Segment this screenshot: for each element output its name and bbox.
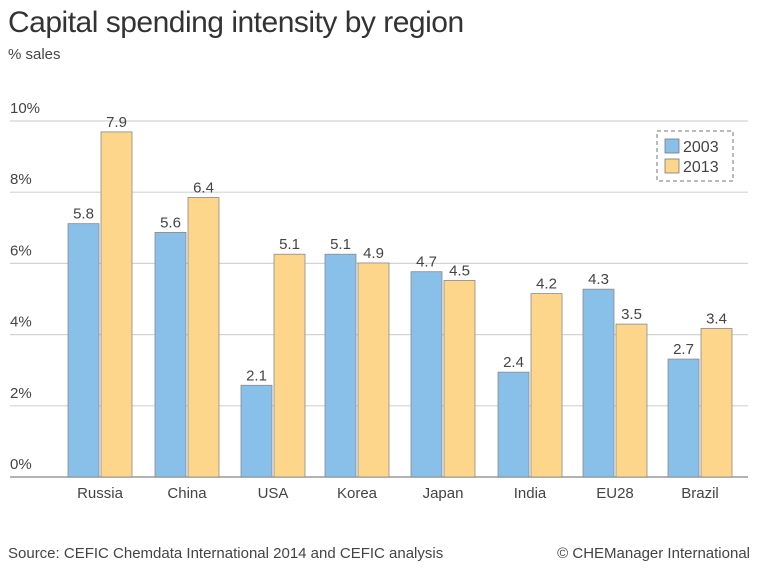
y-tick-label: 6%: [10, 242, 32, 259]
bar-2003-china: [154, 231, 187, 478]
x-tick-label: Japan: [423, 485, 464, 502]
bar-2013-brazil: [700, 328, 733, 478]
y-tick-label: 10%: [10, 100, 40, 117]
bar-2013-india: [530, 293, 563, 478]
data-label: 5.6: [160, 214, 181, 231]
y-tick-label: 0%: [10, 456, 32, 473]
data-label: 5.1: [279, 236, 300, 253]
x-tick-label: Korea: [337, 485, 378, 502]
bar-2013-usa: [273, 253, 306, 478]
data-label: 5.8: [73, 206, 94, 223]
bar-2013-russia: [100, 131, 133, 478]
source-note: Source: CEFIC Chemdata International 201…: [8, 545, 444, 562]
x-tick-label: Russia: [77, 485, 124, 502]
data-label: 3.5: [621, 306, 642, 323]
data-label: 4.9: [363, 245, 384, 262]
bar-2003-brazil: [667, 358, 700, 478]
bar-2003-eu28: [582, 288, 615, 478]
bar-2013-eu28: [615, 323, 648, 478]
data-label: 4.3: [588, 271, 609, 288]
data-label: 3.4: [706, 310, 727, 327]
data-label: 7.9: [106, 114, 127, 131]
bar-2003-russia: [67, 223, 100, 478]
bar-2003-india: [497, 371, 530, 478]
bar-2003-usa: [240, 384, 273, 478]
data-label: 5.1: [330, 236, 351, 253]
legend-swatch-2013: [664, 158, 680, 174]
data-label: 2.4: [503, 354, 524, 371]
x-tick-label: India: [514, 485, 547, 502]
y-tick-label: 4%: [10, 314, 32, 331]
bar-2013-china: [187, 197, 220, 478]
y-tick-label: 8%: [10, 171, 32, 188]
data-label: 4.5: [449, 262, 470, 279]
legend-label: 2003: [683, 139, 719, 156]
bar-2003-japan: [410, 271, 443, 478]
data-label: 4.7: [416, 254, 437, 271]
chart-title: Capital spending intensity by region: [8, 6, 464, 39]
bar-2013-korea: [357, 262, 390, 478]
x-tick-label: China: [167, 485, 207, 502]
data-label: 6.4: [193, 179, 214, 196]
copyright-credit: © CHEManager International: [557, 545, 750, 562]
legend-box: [656, 130, 734, 182]
bar-2003-korea: [324, 253, 357, 478]
data-label: 4.2: [536, 276, 557, 293]
legend-swatch-2003: [664, 138, 680, 154]
y-tick-label: 2%: [10, 385, 32, 402]
data-label: 2.7: [673, 341, 694, 358]
data-label: 2.1: [246, 367, 267, 384]
x-tick-label: USA: [258, 485, 289, 502]
bar-2013-japan: [443, 280, 476, 478]
x-tick-label: Brazil: [681, 485, 719, 502]
x-tick-label: EU28: [596, 485, 634, 502]
chart-subtitle: % sales: [8, 46, 61, 63]
legend-label: 2013: [683, 159, 719, 176]
